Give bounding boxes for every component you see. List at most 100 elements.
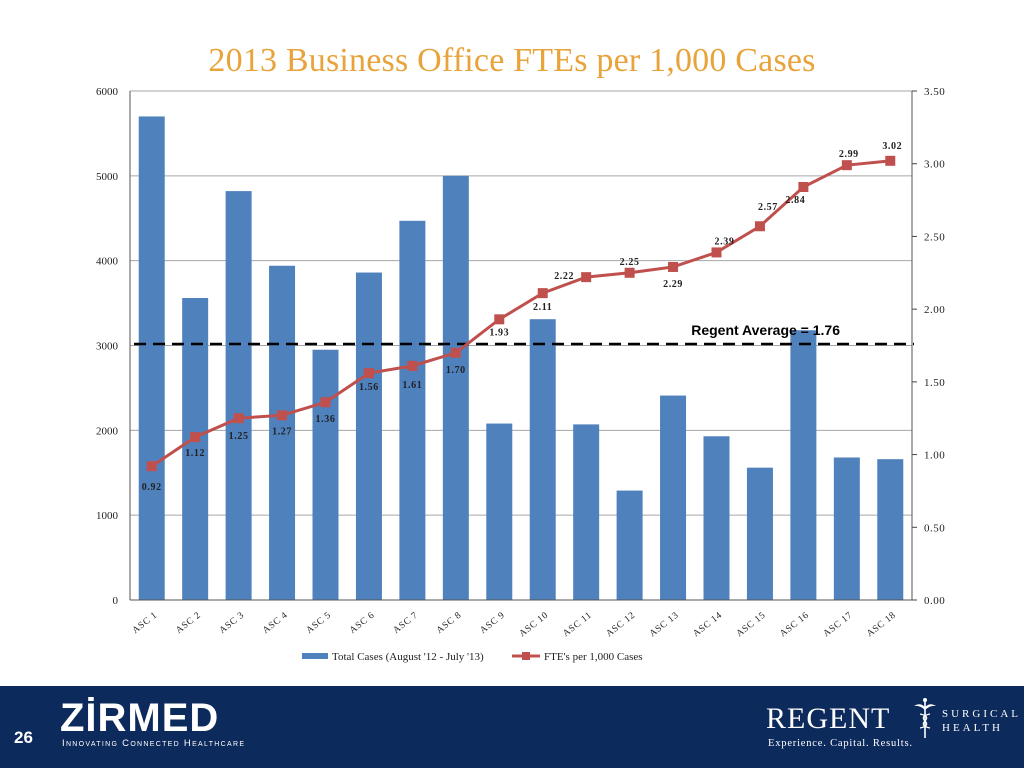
- right-axis-tick-label: 2.00: [924, 304, 945, 316]
- category-label: ASC 15: [735, 610, 768, 639]
- footer-divider: [0, 680, 1024, 686]
- regent-logo-name: REGENT: [766, 702, 891, 735]
- line-marker: [668, 261, 679, 272]
- zirmed-logo-name: ZİRMED: [60, 696, 220, 740]
- line-marker: [277, 410, 288, 421]
- zirmed-logo-tagline: Innovating Connected Healthcare: [62, 738, 246, 749]
- line-marker: [841, 160, 852, 171]
- line-data-label: 2.11: [533, 302, 552, 313]
- line-data-label: 1.70: [446, 365, 466, 376]
- line-data-label: 2.84: [785, 195, 805, 206]
- bar: [225, 191, 252, 600]
- bar-series: [138, 116, 904, 601]
- regent-logo-health: HEALTH: [942, 722, 1003, 734]
- line-data-label: 1.61: [402, 380, 422, 391]
- reference-line-group: Regent Average = 1.76: [134, 322, 914, 346]
- line-marker: [450, 347, 461, 358]
- category-label: ASC 1: [131, 610, 160, 635]
- line-marker: [494, 314, 505, 325]
- category-label: ASC 17: [822, 610, 855, 639]
- axes: 0 1000 2000 3000 4000 5000 6000 0.00 0.50 1.00 1.5…: [96, 86, 945, 639]
- category-label: ASC 11: [561, 610, 594, 639]
- footer-bar: [0, 686, 1024, 768]
- line-data-label: 1.25: [229, 431, 249, 442]
- left-axis-tick-label: 0: [113, 595, 119, 607]
- line-data-label: 1.27: [272, 426, 292, 437]
- bar: [269, 265, 296, 600]
- line-data-label: 2.22: [554, 271, 574, 282]
- line-marker: [711, 247, 722, 258]
- regent-logo: REGENT SURGICAL HEALTH Experience. Capit…: [766, 692, 1018, 762]
- bar: [529, 319, 556, 600]
- category-label: ASC 9: [478, 610, 507, 635]
- category-label: ASC 13: [648, 610, 681, 639]
- line-data-label: 0.92: [142, 482, 162, 493]
- right-axis-tick-label: 1.00: [924, 450, 945, 462]
- bar: [877, 459, 904, 600]
- line-data-label: 2.39: [715, 236, 735, 247]
- line-data-label: 3.02: [882, 141, 902, 152]
- zirmed-logo: ZİRMED Innovating Connected Healthcare: [60, 696, 290, 756]
- line-marker: [407, 360, 418, 371]
- line-marker: [798, 181, 809, 192]
- bar: [442, 175, 469, 601]
- line-data-label: 1.12: [185, 448, 205, 459]
- right-axis-tick-label: 0.00: [924, 595, 945, 607]
- category-label: ASC 2: [174, 610, 203, 635]
- right-axis-tick-label: 3.50: [924, 86, 945, 98]
- legend-marker-line: [522, 652, 530, 660]
- line-data-label: 1.56: [359, 382, 379, 393]
- left-axis-tick-label: 4000: [96, 256, 119, 268]
- bar: [182, 297, 209, 600]
- left-axis-tick-label: 2000: [96, 425, 119, 437]
- category-label: ASC 7: [392, 610, 421, 635]
- bar: [399, 220, 426, 601]
- bar: [790, 330, 817, 600]
- left-axis-tick-label: 1000: [96, 510, 119, 522]
- line-data-label: 2.29: [663, 279, 683, 290]
- category-label: ASC 10: [518, 610, 551, 639]
- line-marker: [885, 155, 896, 166]
- bar: [616, 490, 643, 600]
- chart-title: 2013 Business Office FTEs per 1,000 Case…: [208, 42, 816, 79]
- category-label: ASC 14: [691, 610, 724, 639]
- line-marker: [190, 432, 201, 443]
- line-marker: [233, 413, 244, 424]
- regent-logo-surgical: SURGICAL: [942, 708, 1022, 720]
- bar: [138, 116, 165, 600]
- line-marker: [754, 221, 765, 232]
- category-label: ASC 8: [435, 610, 464, 635]
- bar: [486, 423, 513, 600]
- legend-label-bars: Total Cases (August '12 - July '13): [332, 651, 484, 663]
- line-series: [146, 155, 896, 472]
- left-axis-tick-label: 6000: [96, 86, 119, 98]
- bar: [312, 349, 339, 600]
- line-marker: [146, 461, 157, 472]
- line-series-path: [150, 159, 891, 468]
- line-marker: [320, 397, 331, 408]
- bar: [746, 467, 773, 600]
- caduceus-icon: [914, 698, 936, 738]
- legend: Total Cases (August '12 - July '13) FTE's…: [302, 651, 643, 663]
- reference-line-label: Regent Average = 1.76: [691, 322, 840, 338]
- category-label: ASC 18: [865, 610, 898, 639]
- line-data-label: 2.57: [758, 202, 778, 213]
- bar: [355, 272, 382, 600]
- line-marker: [581, 272, 592, 283]
- category-label: ASC 12: [605, 610, 638, 639]
- category-label: ASC 6: [348, 610, 377, 635]
- right-axis-tick-label: 1.50: [924, 377, 945, 389]
- category-label: ASC 3: [218, 610, 247, 635]
- right-axis-tick-label: 3.00: [924, 159, 945, 171]
- page-number: 26: [14, 728, 33, 747]
- bar: [573, 424, 600, 600]
- line-data-label: 2.25: [620, 257, 640, 268]
- data-labels: 0.92 1.12 1.25 1.27 1.36 1.56 1.61 1.70 1.93 2.11…: [142, 141, 902, 493]
- line-marker: [537, 288, 548, 299]
- line-marker: [624, 267, 635, 278]
- right-axis-tick-label: 2.50: [924, 231, 945, 243]
- category-label: ASC 4: [261, 610, 290, 635]
- bar: [660, 395, 687, 600]
- category-label: ASC 16: [778, 610, 811, 639]
- line-data-label: 2.99: [839, 149, 859, 160]
